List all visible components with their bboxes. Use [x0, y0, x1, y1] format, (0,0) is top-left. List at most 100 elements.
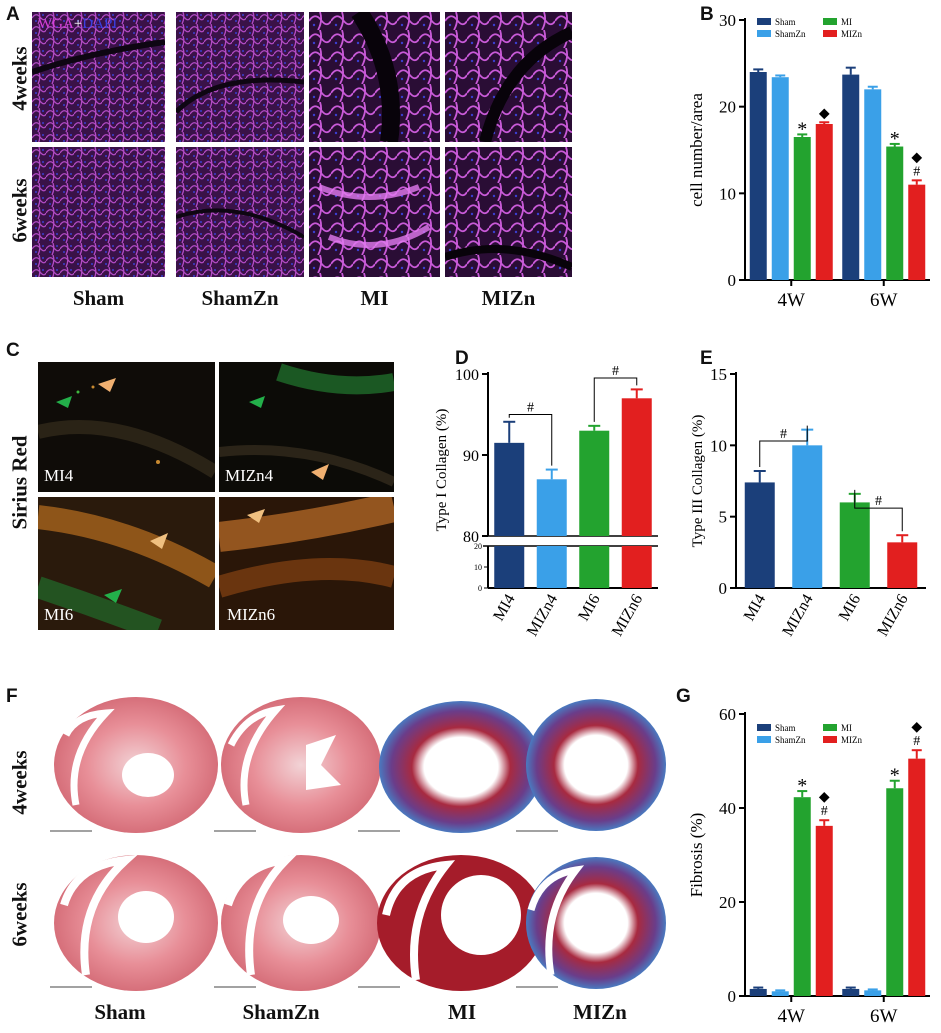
chart-d: 80 90 100 0 10 20 Type I Collagen (%) MI4 MIZn4 M…	[434, 364, 658, 640]
significance-mark: *	[797, 118, 807, 140]
x-tick-label-mi4: MI4	[741, 592, 770, 624]
bar-lower-mi6	[579, 546, 610, 588]
bar-mi6	[839, 502, 870, 588]
legend-swatch-mizn	[823, 736, 837, 743]
y-tick-label: 20	[474, 542, 482, 551]
bar-shamzn-6w	[864, 89, 882, 280]
heart-section-mi-4w	[379, 701, 543, 833]
wga-image-mizn-6w	[445, 147, 572, 277]
x-tick-label-4w: 4W	[778, 290, 806, 311]
panel-f-row-label-6weeks: 6weeks	[7, 882, 32, 947]
tile-label-mizn6: MIZn6	[227, 605, 276, 624]
heart-section-mizn-6w	[526, 857, 666, 989]
legend-label-mi: MI	[841, 17, 852, 27]
bar-sham-6w	[842, 988, 860, 996]
sirius-image-mi4: MI4	[38, 362, 215, 492]
bar-mizn-4w	[815, 124, 833, 280]
y-tick-label: 10	[474, 563, 482, 572]
bar-upper-mi6	[579, 430, 610, 536]
tile-label-mizn4: MIZn4	[225, 466, 274, 485]
y-tick-label: 10	[710, 436, 727, 455]
bar-mi-4w	[793, 797, 811, 996]
y-axis-label: Type I Collagen (%)	[434, 409, 450, 532]
wga-image-sham-6w	[32, 147, 165, 277]
bar-shamzn-4w	[771, 77, 789, 280]
legend-swatch-mi	[823, 18, 837, 25]
panel-f-col-shamzn: ShamZn	[242, 1000, 320, 1024]
y-axis-label: cell number/area	[687, 93, 706, 207]
y-axis-label: Fibrosis (%)	[687, 813, 706, 898]
y-tick-label: 0	[728, 987, 737, 1006]
legend-swatch-mizn	[823, 30, 837, 37]
significance-mark: ◆	[911, 150, 922, 165]
stain-legend: WGA+DAPI	[38, 16, 117, 33]
y-tick-label: 100	[455, 367, 479, 384]
panel-letter-d: D	[455, 348, 469, 369]
x-tick-label-mizn4: MIZn4	[524, 592, 561, 640]
x-tick-label-6w: 6W	[870, 1006, 898, 1027]
legend-label-mizn: MIZn	[841, 735, 862, 745]
comparison-bracket	[508, 414, 553, 466]
panel-letter-c: C	[6, 340, 20, 361]
sirius-image-mizn4: MIZn4	[219, 362, 394, 492]
legend-label-mizn: MIZn	[841, 29, 862, 39]
comparison-bracket	[759, 425, 808, 468]
bar-mizn-6w	[908, 184, 926, 280]
y-tick-label: 90	[463, 448, 479, 465]
significance-mark: ◆	[819, 106, 830, 121]
bar-mi-6w	[886, 788, 904, 996]
stain-label-wga: WGA	[38, 16, 74, 32]
panel-a-col-shamzn: ShamZn	[201, 286, 279, 310]
bar-mi4	[744, 482, 775, 588]
sirius-image-mizn6: MIZn6	[219, 497, 394, 630]
significance-mark: #	[821, 804, 828, 819]
bar-lower-mi4	[494, 546, 525, 588]
bar-upper-mizn4	[536, 479, 567, 536]
significance-mark: #	[875, 494, 882, 509]
x-tick-label-6w: 6W	[870, 290, 898, 311]
legend-label-shamzn: ShamZn	[775, 29, 806, 39]
bar-sham-6w	[842, 74, 860, 280]
panel-f-col-sham: Sham	[94, 1000, 146, 1024]
bar-upper-mizn6	[621, 398, 652, 536]
significance-mark: ◆	[819, 790, 830, 805]
bar-sham-4w	[749, 988, 767, 996]
comparison-bracket	[854, 489, 903, 532]
bar-mizn-6w	[908, 758, 926, 996]
masson-heart-sections	[50, 697, 666, 991]
wga-image-sham-4w	[32, 12, 165, 142]
legend-swatch-sham	[757, 18, 771, 25]
legend-label-sham: Sham	[775, 723, 796, 733]
significance-mark: #	[780, 427, 787, 442]
y-tick-label: 20	[719, 98, 736, 117]
significance-mark: #	[527, 401, 534, 416]
bar-mizn6	[887, 542, 918, 588]
heart-section-sham-6w	[54, 854, 218, 991]
y-tick-label: 5	[719, 508, 728, 527]
heart-section-sham-4w	[54, 697, 218, 833]
chart-e: 0 5 10 15 Type III Collagen (%) MI4 MIZn4 MI6 MI…	[690, 365, 926, 640]
wga-image-shamzn-4w	[176, 12, 304, 142]
bar-mizn4	[792, 445, 823, 588]
panel-letter-e: E	[700, 348, 713, 369]
panel-a-col-mizn: MIZn	[481, 286, 536, 310]
y-axis-label: Type III Collagen (%)	[690, 415, 706, 548]
panel-a-row-label-6weeks: 6weeks	[7, 178, 32, 243]
heart-section-shamzn-4w	[221, 697, 381, 833]
bar-mi-4w	[793, 137, 811, 280]
x-tick-label-mizn4: MIZn4	[779, 592, 816, 640]
wga-image-mi-6w	[309, 147, 440, 277]
tile-label-mi4: MI4	[44, 466, 74, 485]
y-tick-label: 60	[719, 705, 736, 724]
y-tick-label: 0	[478, 584, 482, 593]
x-tick-label-mi6: MI6	[836, 592, 865, 624]
significance-mark: #	[612, 364, 619, 379]
panel-a-row-label-4weeks: 4weeks	[7, 46, 32, 111]
stain-label-dapi: DAPI	[82, 16, 118, 32]
wga-image-mi-4w	[309, 12, 440, 142]
y-tick-label: 40	[719, 799, 736, 818]
comparison-bracket	[593, 377, 638, 422]
y-tick-label: 0	[719, 579, 728, 598]
